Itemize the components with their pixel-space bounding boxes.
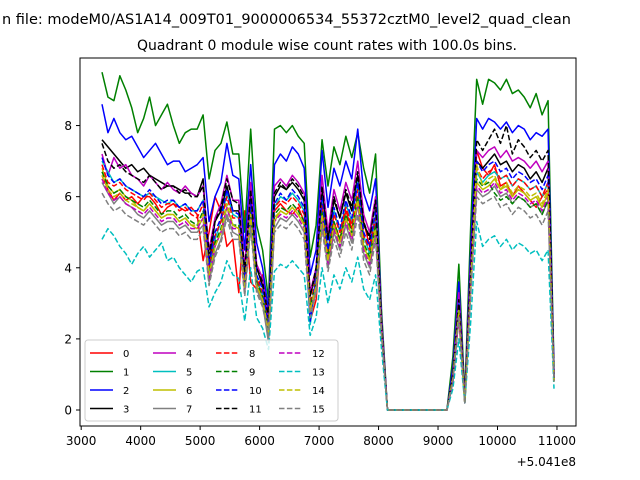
- legend-label-10: 10: [249, 386, 262, 397]
- x-tick-label: 8000: [363, 434, 394, 448]
- y-tick-label: 6: [64, 190, 72, 204]
- legend-label-5: 5: [186, 368, 192, 379]
- legend-label-1: 1: [123, 368, 129, 379]
- axes-layer: 3000 4000 5000 6000 7000 8000 9000 10000 11000 0…: [64, 57, 577, 469]
- legend-label-14: 14: [312, 386, 325, 397]
- suptitle: n file: modeM0/AS1A14_009T01_9000006534_…: [2, 12, 571, 28]
- x-axis: 3000 4000 5000 6000 7000 8000 9000 10000 11000: [66, 426, 576, 448]
- x-tick-label: 3000: [66, 434, 97, 448]
- legend-label-6: 6: [186, 386, 192, 397]
- series-line-11: [101, 124, 555, 411]
- series-line-13: [101, 220, 555, 411]
- series-line-15: [101, 192, 555, 411]
- legend-label-7: 7: [186, 405, 192, 416]
- legend-label-12: 12: [312, 349, 325, 360]
- x-tick-label: 9000: [423, 434, 454, 448]
- x-tick-label: 10000: [478, 434, 516, 448]
- legend-label-0: 0: [123, 349, 129, 360]
- legend-label-8: 8: [249, 349, 255, 360]
- legend-label-4: 4: [186, 349, 192, 360]
- x-tick-label: 7000: [304, 434, 335, 448]
- series-line-6: [101, 167, 555, 411]
- series-line-12: [101, 178, 555, 411]
- y-tick-label: 0: [64, 404, 72, 418]
- y-tick-label: 8: [64, 119, 72, 133]
- series-line-2: [101, 104, 555, 411]
- legend-label-3: 3: [123, 405, 129, 416]
- x-tick-label: 5000: [185, 434, 216, 448]
- series-layer: [101, 72, 555, 411]
- x-offset-text: +5.041e8: [517, 455, 576, 469]
- y-tick-label: 4: [64, 261, 72, 275]
- series-line-4: [101, 146, 555, 411]
- legend-frame: [84, 339, 339, 422]
- x-tick-label: 6000: [244, 434, 275, 448]
- legend-label-13: 13: [312, 368, 325, 379]
- x-tick-label: 11000: [538, 434, 576, 448]
- plot-frame: [79, 57, 577, 427]
- chart-title: Quadrant 0 module wise count rates with …: [137, 38, 517, 54]
- legend-label-2: 2: [123, 386, 129, 397]
- y-axis: 0 2 4 6 8: [64, 119, 80, 418]
- series-line-1: [101, 72, 555, 411]
- y-tick-label: 2: [64, 332, 72, 346]
- legend-label-9: 9: [249, 368, 255, 379]
- legend-label-11: 11: [249, 405, 262, 416]
- legend-label-15: 15: [312, 405, 325, 416]
- x-tick-label: 4000: [125, 434, 156, 448]
- series-line-10: [101, 157, 555, 411]
